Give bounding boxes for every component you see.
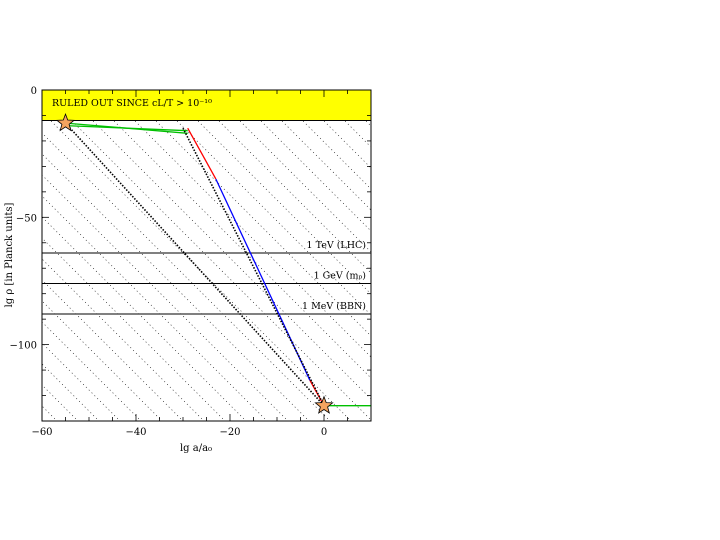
hatch-line: [42, 111, 352, 421]
hatch-line: [587, 90, 720, 421]
hatch-line: [42, 216, 247, 421]
reference-line-label: 1 MeV (BBN): [302, 301, 366, 312]
markers: [55, 112, 334, 414]
x-axis-label: lg a/a₀: [180, 443, 212, 454]
hatch-line: [208, 90, 371, 253]
series-line: [65, 124, 188, 132]
hatch-line: [608, 90, 720, 421]
excluded-region-label: RULED OUT SINCE cL/T > 10⁻¹⁰: [52, 98, 212, 109]
hatch-line: [187, 90, 371, 274]
hatch-line: [42, 132, 331, 421]
excluded-region: [42, 90, 371, 121]
hatch-line: [271, 90, 371, 190]
series-layer: [64, 122, 371, 407]
x-tick-label: −20: [219, 427, 240, 438]
hatch-line: [166, 90, 371, 295]
hatch-line: [566, 90, 720, 421]
hatch-line: [334, 90, 371, 127]
hatch-line: [42, 279, 184, 421]
series-line: [187, 127, 217, 180]
hatch-line: [61, 90, 371, 400]
hatch-line: [124, 90, 371, 337]
hatch-line: [145, 90, 371, 316]
hatch-line: [713, 90, 720, 421]
hatch-line: [292, 90, 371, 169]
hatch-line: [42, 195, 268, 421]
hatch-line: [313, 90, 371, 148]
star-marker: [314, 395, 334, 414]
diagonal-hatching: [42, 90, 720, 421]
hatch-line: [42, 153, 310, 421]
series-line: [64, 122, 325, 407]
hatch-line: [377, 90, 708, 421]
hatch-line: [671, 90, 720, 421]
hatch-line: [482, 90, 720, 421]
y-tick-label: −50: [16, 213, 37, 224]
hatch-line: [42, 174, 289, 421]
hatch-line: [398, 90, 720, 421]
y-tick-label: −100: [10, 341, 37, 352]
x-tick-label: −40: [125, 427, 146, 438]
hatch-line: [461, 90, 720, 421]
y-axis-label: lg ρ [in Planck units]: [4, 202, 15, 307]
hatch-line: [42, 90, 371, 421]
hatch-line: [524, 90, 720, 421]
reference-lines: 1 TeV (LHC) 1 GeV (mₚ) 1 MeV (BBN): [42, 240, 371, 315]
hatch-line: [440, 90, 720, 421]
hatch-line: [650, 90, 720, 421]
x-tick-label: −60: [31, 427, 52, 438]
reference-line-label: 1 GeV (mₚ): [314, 271, 366, 282]
hatch-line: [42, 300, 163, 421]
hatch-line: [692, 90, 720, 421]
x-axis-ticks: −60 −40 −20 0: [31, 90, 372, 438]
series-line: [182, 127, 325, 407]
hatch-line: [103, 90, 371, 358]
hatch-line: [42, 237, 226, 421]
y-tick-label: 0: [31, 86, 37, 97]
star-marker: [55, 112, 76, 132]
hatch-line: [629, 90, 720, 421]
hatch-line: [42, 342, 121, 421]
series-line: [215, 178, 311, 381]
hatch-line: [355, 90, 371, 106]
hatch-line: [545, 90, 720, 421]
y-axis-ticks: 0 −50 −100: [10, 86, 371, 422]
hatch-line: [503, 90, 720, 421]
hatch-line: [229, 90, 371, 232]
hatch-line: [42, 321, 142, 421]
x-tick-label: 0: [321, 427, 327, 438]
hatch-line: [42, 258, 205, 421]
hatch-line: [82, 90, 371, 379]
reference-line-label: 1 TeV (LHC): [307, 240, 366, 251]
hatch-line: [250, 90, 371, 211]
hatch-line: [419, 90, 720, 421]
